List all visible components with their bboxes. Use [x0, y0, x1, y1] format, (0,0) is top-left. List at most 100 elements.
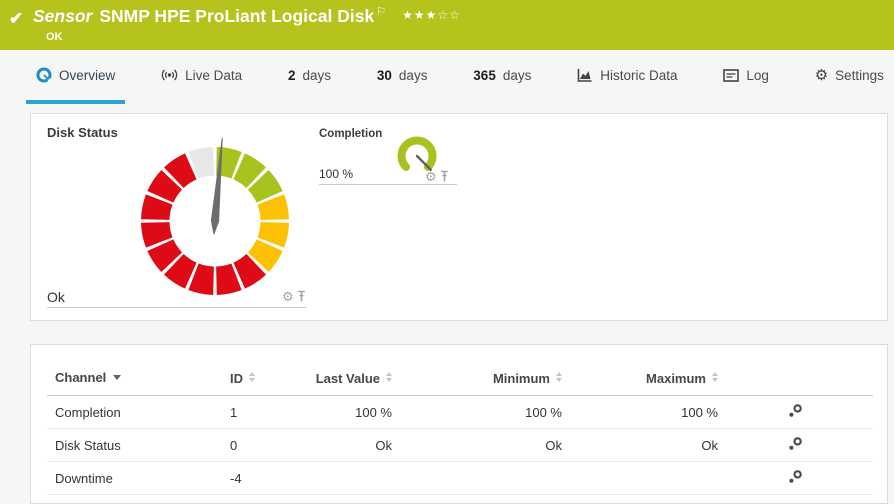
tab-label: Historic Data	[600, 67, 678, 83]
channel-table-panel: Channel ID Last Value Minimum Maximum Comple…	[30, 344, 888, 504]
column-header-label: Last Value	[315, 371, 380, 386]
disk-status-gauge-title: Disk Status	[47, 125, 118, 140]
sort-both-icon	[712, 369, 718, 385]
gear-icon[interactable]: ⚙	[282, 289, 294, 304]
gauge-arc	[397, 136, 437, 171]
tab-label: Settings	[835, 67, 884, 83]
column-header-actions	[718, 361, 873, 396]
channel-table-body: Completion 1 100 % 100 % 100 % Disk Status 0 Ok…	[47, 395, 873, 495]
gauge-segment	[141, 222, 173, 248]
gauge-segment	[257, 222, 289, 248]
cell-actions	[718, 428, 873, 462]
cell-minimum: 100 %	[392, 395, 562, 429]
cell-maximum: 100 %	[562, 395, 718, 429]
channel-table-header-row: Channel ID Last Value Minimum Maximum	[47, 361, 873, 396]
column-header-id[interactable]: ID	[222, 361, 307, 396]
cell-last-value: Ok	[307, 428, 392, 462]
gauge-icon	[36, 67, 52, 83]
tab-overview[interactable]: Overview	[26, 50, 126, 104]
sensor-title-line: Sensor SNMP HPE ProLiant Logical Disk ⚐ ★★★…	[33, 5, 461, 27]
historic-data-icon	[577, 68, 592, 82]
pin-icon[interactable]	[440, 170, 449, 183]
tab-label: days	[302, 67, 332, 83]
cell-channel[interactable]: Completion	[47, 395, 222, 429]
cell-maximum: Ok	[562, 428, 718, 462]
gauge-needle	[210, 137, 223, 235]
column-header-maximum[interactable]: Maximum	[562, 361, 718, 396]
log-icon	[723, 68, 740, 82]
disk-status-gauge-controls: ⚙	[282, 290, 306, 303]
disk-status-gauge	[141, 137, 289, 295]
gauge-segment	[233, 153, 267, 189]
sort-both-icon	[249, 369, 255, 385]
settings-gear-icon: ⚙	[814, 66, 829, 84]
tab-2-days[interactable]: 2 days	[278, 50, 341, 104]
sort-both-icon	[556, 369, 562, 385]
sort-both-icon	[386, 369, 392, 385]
column-header-minimum[interactable]: Minimum	[392, 361, 562, 396]
gauge-segment	[216, 147, 242, 179]
channel-table: Channel ID Last Value Minimum Maximum Comple…	[47, 361, 873, 495]
gauge-segment	[216, 263, 242, 295]
column-header-channel[interactable]: Channel	[47, 361, 222, 396]
cell-channel[interactable]: Downtime	[47, 461, 222, 495]
gauge-segment	[257, 194, 289, 220]
tab-historic-data[interactable]: Historic Data	[567, 50, 687, 104]
priority-stars[interactable]: ★★★☆☆	[402, 7, 461, 22]
gauge-segment	[247, 169, 283, 203]
gauge-segment	[233, 253, 267, 289]
tab-label: Live Data	[185, 67, 243, 83]
completion-underline	[319, 184, 457, 185]
flag-icon[interactable]: ⚐	[376, 6, 387, 18]
gauge-segment	[147, 169, 183, 203]
completion-gauge-controls: ⚙	[425, 170, 449, 183]
completion-gauge-title: Completion	[319, 128, 383, 140]
gauge-segment	[147, 239, 183, 273]
channel-settings-icon[interactable]	[788, 403, 803, 418]
pin-icon[interactable]	[297, 290, 306, 303]
table-row-disk-status: Disk Status 0 Ok Ok Ok	[47, 428, 873, 462]
gauge-segment	[163, 153, 197, 189]
completion-gauge	[397, 136, 437, 171]
column-header-last-value[interactable]: Last Value	[307, 361, 392, 396]
status-badge: OK	[46, 31, 63, 43]
column-header-label: Channel	[55, 370, 107, 385]
tab-label: Log	[746, 67, 769, 83]
column-header-label: ID	[230, 371, 243, 386]
page-title: SNMP HPE ProLiant Logical Disk	[99, 5, 375, 26]
gauge-segment	[141, 194, 173, 220]
gauge-segment	[188, 263, 214, 295]
sort-desc-icon	[113, 375, 122, 384]
cell-maximum	[562, 461, 718, 495]
disk-status-underline	[47, 307, 306, 308]
ok-check-icon: ✔	[9, 9, 24, 28]
cell-channel[interactable]: Disk Status	[47, 428, 222, 462]
tab-live-data[interactable]: Live Data	[151, 50, 252, 104]
tab-365-days[interactable]: 365 days	[463, 50, 541, 104]
column-header-label: Minimum	[492, 371, 550, 386]
tab-number: 2	[288, 67, 296, 83]
cell-last-value	[307, 461, 392, 495]
tab-settings[interactable]: ⚙ Settings	[805, 50, 894, 104]
gauge-segment	[247, 239, 283, 273]
table-row-completion: Completion 1 100 % 100 % 100 %	[47, 395, 873, 429]
tab-bar: Overview Live Data 2 days 30 days 365 days Histo…	[0, 50, 894, 104]
cell-minimum: Ok	[392, 428, 562, 462]
tab-number: 30	[376, 67, 392, 83]
gauge-segment	[188, 147, 214, 179]
cell-last-value: 100 %	[307, 395, 392, 429]
tab-label: days	[398, 67, 428, 83]
tab-30-days[interactable]: 30 days	[367, 50, 438, 104]
tab-log[interactable]: Log	[713, 50, 779, 104]
sensor-status-header: ✔ Sensor SNMP HPE ProLiant Logical Disk ⚐ ★…	[0, 0, 894, 50]
tab-number: 365	[473, 67, 496, 83]
cell-id: -4	[222, 461, 307, 495]
gear-icon[interactable]: ⚙	[425, 169, 437, 184]
column-header-label: Maximum	[646, 371, 706, 386]
cell-actions	[718, 395, 873, 429]
table-row-downtime: Downtime -4	[47, 461, 873, 495]
disk-status-value: Ok	[47, 289, 65, 305]
completion-value: 100 %	[319, 167, 354, 181]
channel-settings-icon[interactable]	[788, 436, 803, 451]
